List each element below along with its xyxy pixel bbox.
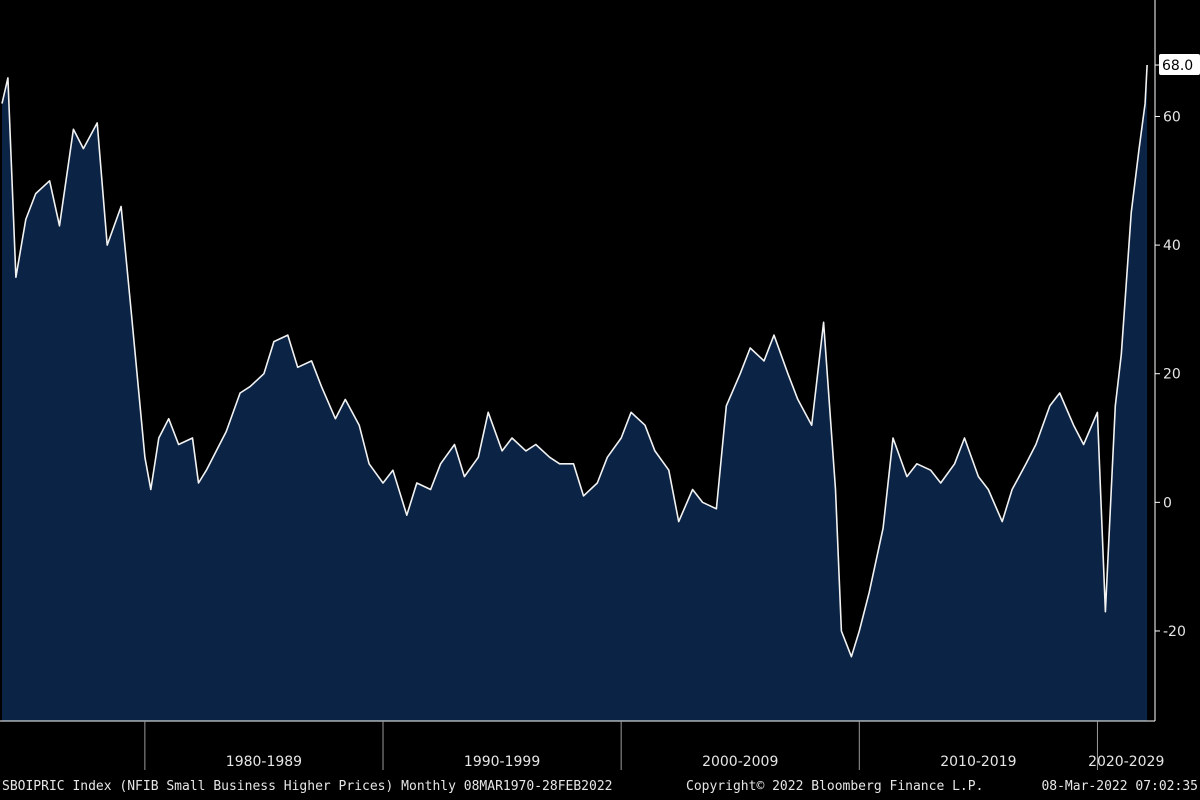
last-value-box xyxy=(1159,54,1200,76)
y-tick-label: -20 xyxy=(1163,624,1186,640)
footer-ticker-description: SBOIPRIC Index (NFIB Small Business High… xyxy=(2,779,613,794)
chart-footer: SBOIPRIC Index (NFIB Small Business High… xyxy=(0,776,1200,800)
y-tick-label: 40 xyxy=(1163,238,1181,254)
x-period-label: 1980-1989 xyxy=(226,754,302,770)
y-tick-label: 0 xyxy=(1163,495,1172,511)
series-line xyxy=(1,64,1148,658)
x-period-label: 1990-1999 xyxy=(464,754,540,770)
y-tick-label: 60 xyxy=(1163,109,1181,125)
y-tick-label: 20 xyxy=(1163,367,1181,383)
footer-copyright: Copyright© 2022 Bloomberg Finance L.P. xyxy=(686,779,984,794)
last-value-label: 68.0 xyxy=(1162,58,1193,74)
footer-timestamp: 08-Mar-2022 07:02:35 xyxy=(1041,779,1198,794)
x-period-label: 2000-2009 xyxy=(702,754,778,770)
x-period-label: 2010-2019 xyxy=(940,754,1016,770)
x-period-label: 2020-2029 xyxy=(1088,754,1164,770)
series-area xyxy=(2,65,1148,721)
